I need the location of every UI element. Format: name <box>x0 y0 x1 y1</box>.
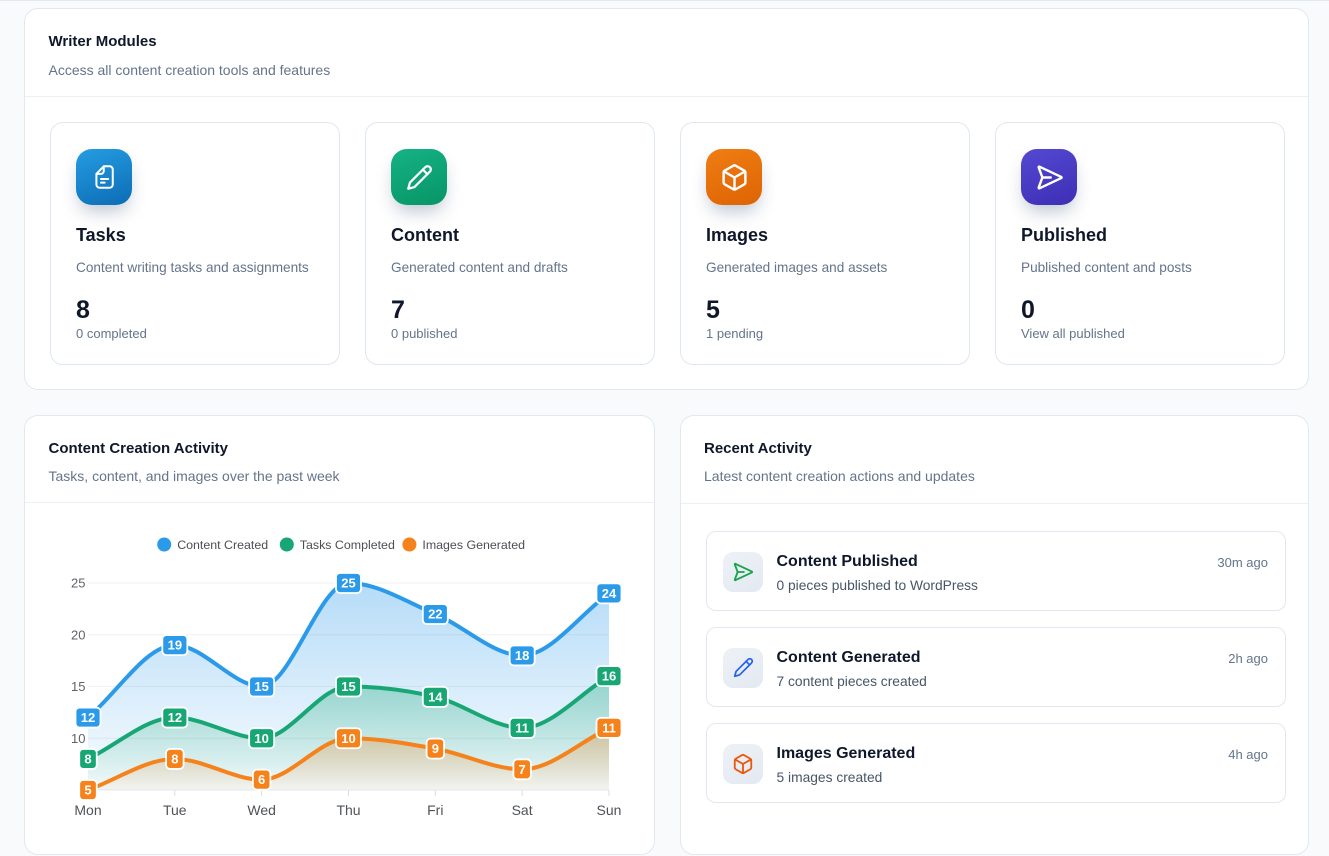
svg-text:8: 8 <box>84 751 91 766</box>
svg-text:15: 15 <box>254 679 268 694</box>
svg-text:8: 8 <box>171 751 178 766</box>
svg-text:Images Generated: Images Generated <box>422 538 525 552</box>
svg-text:Wed: Wed <box>247 802 276 818</box>
svg-text:Fri: Fri <box>427 802 443 818</box>
svg-text:11: 11 <box>515 720 529 735</box>
svg-text:18: 18 <box>515 648 529 663</box>
svg-text:Sun: Sun <box>597 802 622 818</box>
svg-text:Thu: Thu <box>336 802 360 818</box>
svg-text:22: 22 <box>428 607 442 622</box>
svg-text:25: 25 <box>71 576 85 591</box>
svg-text:25: 25 <box>341 576 355 591</box>
svg-text:14: 14 <box>428 689 443 704</box>
svg-text:10: 10 <box>341 731 355 746</box>
svg-text:Tasks Completed: Tasks Completed <box>300 538 395 552</box>
svg-text:15: 15 <box>341 679 355 694</box>
svg-text:16: 16 <box>602 669 616 684</box>
svg-text:6: 6 <box>258 772 265 787</box>
svg-text:20: 20 <box>71 627 85 642</box>
svg-text:10: 10 <box>254 731 268 746</box>
svg-text:Content Created: Content Created <box>177 538 268 552</box>
svg-text:Tue: Tue <box>163 802 187 818</box>
svg-text:10: 10 <box>71 731 85 746</box>
svg-text:12: 12 <box>81 710 95 725</box>
svg-text:7: 7 <box>519 762 526 777</box>
svg-text:Sat: Sat <box>512 802 533 818</box>
svg-text:15: 15 <box>71 679 85 694</box>
svg-text:5: 5 <box>84 783 91 798</box>
svg-text:24: 24 <box>602 586 617 601</box>
svg-text:19: 19 <box>168 638 182 653</box>
svg-text:Mon: Mon <box>74 802 101 818</box>
svg-text:9: 9 <box>432 741 439 756</box>
svg-text:12: 12 <box>168 710 182 725</box>
svg-text:11: 11 <box>602 720 616 735</box>
